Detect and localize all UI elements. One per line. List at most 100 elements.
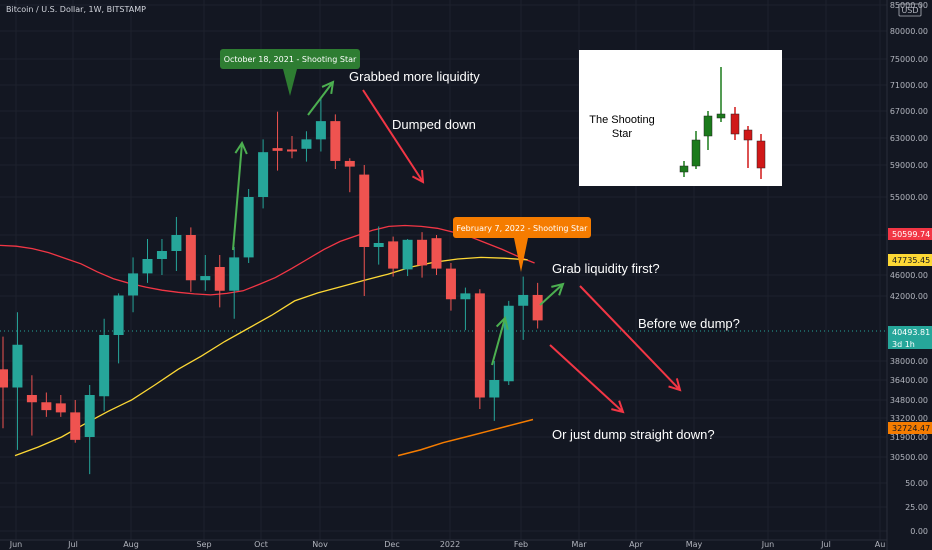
callout-text: October 18, 2021 - Shooting Star <box>224 55 357 64</box>
candle-body <box>373 243 384 247</box>
inset-candle <box>756 134 766 179</box>
price-label-text: 50599.74 <box>892 230 930 239</box>
candle <box>26 375 37 436</box>
callout-pointer <box>514 238 528 272</box>
grid <box>0 0 887 540</box>
time-tick-label: Feb <box>514 540 528 549</box>
candle <box>431 235 442 275</box>
candle-body <box>272 148 283 151</box>
candle <box>171 216 182 271</box>
candle <box>315 98 326 152</box>
candle <box>532 282 543 329</box>
price-tick-label: 75000.00 <box>890 55 928 64</box>
annotations: Grabbed more liquidity Dumped down Grab li… <box>349 69 740 442</box>
price-tick-label: 42000.00 <box>890 292 928 301</box>
time-tick-label: Jun <box>761 540 775 549</box>
red-arrow <box>362 89 425 184</box>
price-label-box <box>888 254 932 266</box>
price-label-text: 47735.45 <box>892 256 930 265</box>
candle <box>185 227 196 292</box>
time-tick-label: Oct <box>254 540 268 549</box>
candle-body <box>229 257 240 291</box>
candle <box>229 247 240 319</box>
candle-body <box>70 412 81 440</box>
candle-body <box>243 197 254 258</box>
time-tick-label: Jul <box>67 540 78 549</box>
inset-candle-body <box>743 129 753 141</box>
price-tick-label: 55000.00 <box>890 193 928 202</box>
candle-body <box>84 395 95 437</box>
callouts: October 18, 2021 - Shooting Star February… <box>220 49 591 272</box>
candle-body <box>171 235 182 251</box>
price-tick-label: 0.00 <box>910 527 928 536</box>
inset-candle <box>743 126 753 168</box>
time-tick-label: Mar <box>571 540 587 549</box>
candle <box>243 189 254 263</box>
red-arrow-head <box>668 378 682 392</box>
callout-feb-7: February 7, 2022 - Shooting Star <box>453 217 591 272</box>
price-label-box <box>888 422 932 434</box>
candle-body <box>0 369 8 388</box>
candle <box>417 232 428 278</box>
currency-badge-text: USD <box>901 6 918 15</box>
time-tick-label: Jun <box>9 540 23 549</box>
candle <box>0 336 8 429</box>
candle <box>460 287 471 331</box>
annotation-text: Dumped down <box>392 117 476 132</box>
candle <box>474 289 485 409</box>
candle <box>12 312 23 450</box>
inset-title-line1: The Shooting <box>589 114 654 126</box>
currency-badge: USD <box>898 3 922 17</box>
candle-body <box>301 139 312 149</box>
green-arrow <box>539 282 565 306</box>
candle-body <box>503 305 514 382</box>
price-tick-label: 67000.00 <box>890 107 928 116</box>
annotation-arrows <box>232 80 682 414</box>
inset-candle <box>716 67 726 122</box>
candle-body <box>214 267 225 291</box>
candle <box>359 165 370 296</box>
price-label-text: 32724.47 <box>892 424 930 433</box>
price-axis[interactable]: 85000.00 80000.00 75000.00 71000.00 67000.00… <box>886 0 932 550</box>
green-arrow-shaft <box>539 283 564 306</box>
candle-body <box>200 276 211 281</box>
red-arrow <box>579 285 682 392</box>
price-label-box <box>888 338 932 349</box>
red-arrow-head <box>411 169 425 184</box>
price-label-countdown: 3d 1h <box>888 338 932 349</box>
red-arrow-shaft <box>579 285 681 391</box>
currency-badge-box <box>898 3 922 17</box>
price-label-box <box>888 326 932 338</box>
price-tick-label: 38000.00 <box>890 357 928 366</box>
candle-body <box>113 295 124 335</box>
price-label-last_price: 40493.81 <box>888 326 932 338</box>
candles <box>0 98 543 475</box>
annotation-text: Or just dump straight down? <box>552 427 715 442</box>
callout-text: February 7, 2022 - Shooting Star <box>457 224 589 233</box>
candle-body <box>55 403 66 413</box>
green-arrow-head <box>495 315 509 330</box>
time-tick-label: Jul <box>820 540 831 549</box>
price-tick-label: 46000.00 <box>890 271 928 280</box>
candle <box>258 139 269 209</box>
candle-body <box>460 293 471 300</box>
candle <box>70 400 81 443</box>
candle-body <box>12 344 23 388</box>
callout-box <box>453 217 591 238</box>
time-tick-label: 2022 <box>440 540 460 549</box>
candle-body <box>185 235 196 281</box>
candle <box>503 300 514 385</box>
candle-body <box>156 251 167 259</box>
candle-body <box>287 149 297 152</box>
candle-body <box>344 160 355 167</box>
time-tick-label: Nov <box>312 540 328 549</box>
price-tick-label: 80000.00 <box>890 27 928 36</box>
red-arrow-shaft <box>549 344 624 413</box>
inset-candle-body <box>756 140 766 169</box>
time-axis[interactable]: Jun Jul Aug Sep Oct Nov Dec 2022 Feb Mar Apr May Jun… <box>0 539 887 549</box>
inset-candle <box>679 161 689 177</box>
candle-body <box>474 293 485 398</box>
candle-body <box>26 395 37 403</box>
inset-candle-body <box>730 113 740 135</box>
